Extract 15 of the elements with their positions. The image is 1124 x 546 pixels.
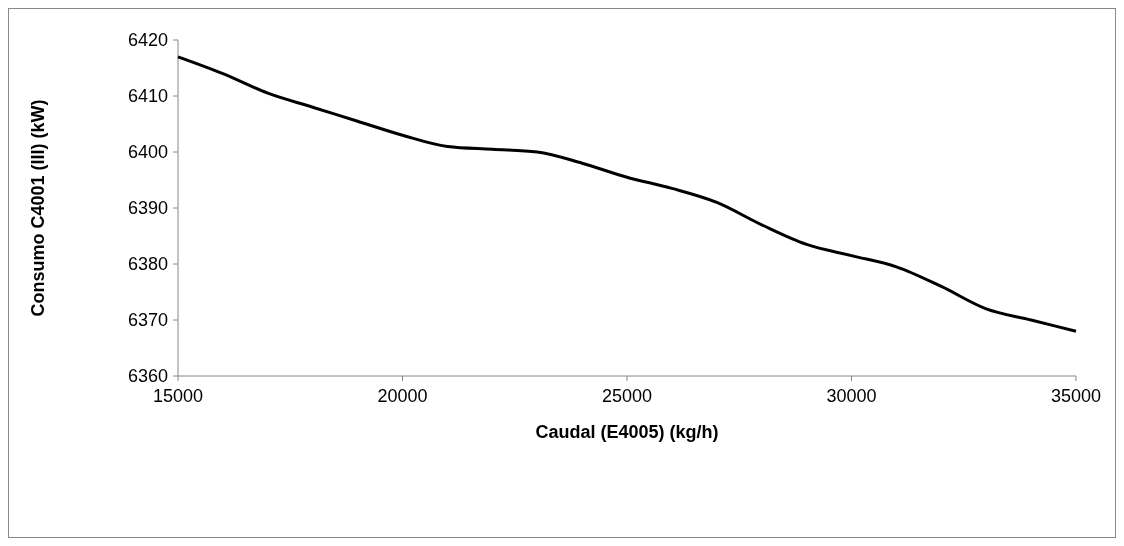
line-series [176, 55, 1078, 333]
x-tick-label: 25000 [601, 386, 653, 406]
x-tick-label: 15000 [152, 386, 204, 406]
x-tick-label: 30000 [826, 386, 877, 406]
y-tick-label: 6380 [127, 254, 168, 275]
y-tick-label: 6420 [127, 30, 168, 51]
y-axis-title: Consumo C4001 (III) (kW) [28, 99, 48, 317]
y-tick-label: 6410 [127, 86, 168, 107]
y-tick-label: 6400 [127, 142, 168, 163]
x-tick-label: 35000 [1050, 386, 1102, 406]
y-tick-label: 6360 [127, 366, 168, 387]
x-tick-label: 20000 [377, 386, 428, 406]
y-tick-label: 6390 [127, 198, 168, 219]
x-axis-title: Caudal (E4005) (kg/h) [535, 422, 719, 442]
y-tick-label: 6370 [127, 310, 168, 331]
